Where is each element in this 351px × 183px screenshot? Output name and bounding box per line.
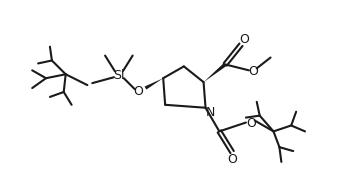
Text: O: O (227, 153, 237, 167)
Text: O: O (239, 33, 249, 46)
Text: N: N (206, 106, 215, 119)
Text: O: O (134, 85, 144, 98)
Text: O: O (246, 117, 256, 130)
Polygon shape (204, 63, 226, 82)
Text: O: O (248, 65, 258, 78)
Text: Si: Si (113, 69, 125, 82)
Polygon shape (145, 78, 163, 89)
